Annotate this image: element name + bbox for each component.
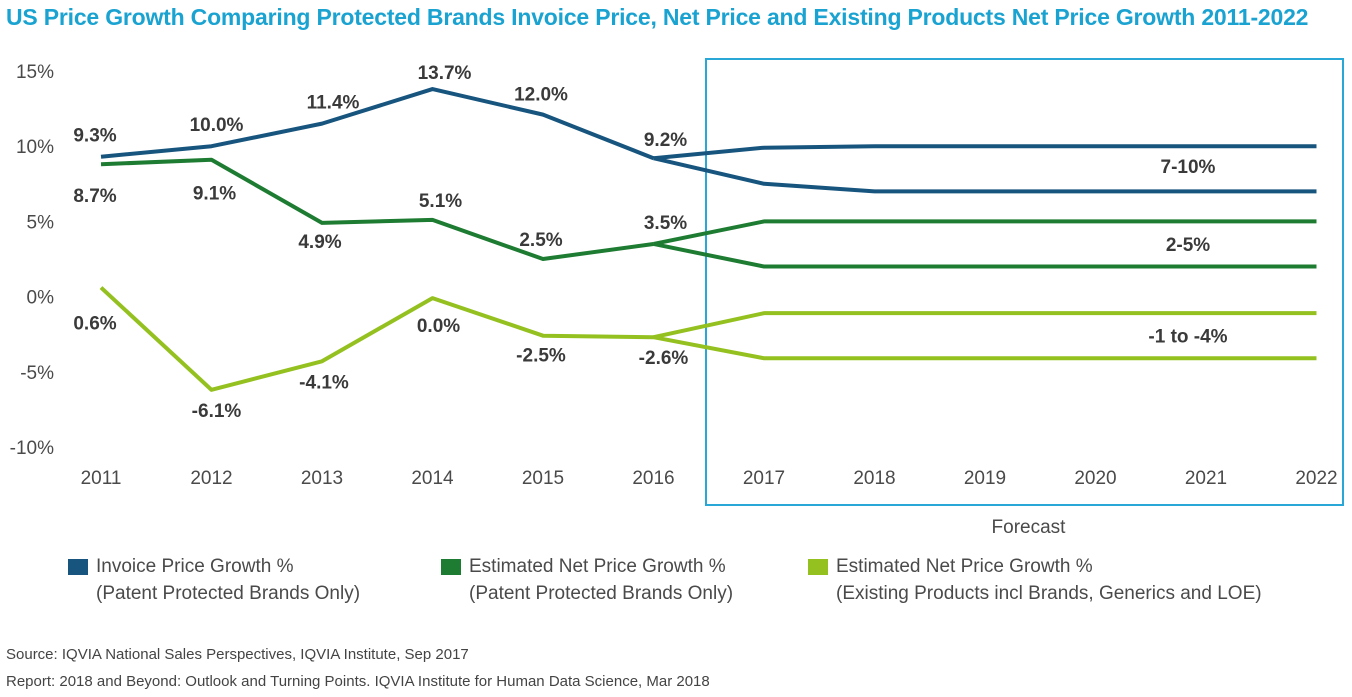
series-line-existing [99,286,654,392]
data-label: -2.6% [639,348,689,369]
chart-title: US Price Growth Comparing Protected Bran… [6,4,1309,30]
legend-label-net: Estimated Net Price Growth % [469,556,726,577]
data-label: 9.1% [193,184,236,205]
legend-label-existing: Estimated Net Price Growth % [836,556,1093,577]
legend-swatch-invoice [68,559,88,575]
legend-sub-existing: (Existing Products incl Brands, Generics… [836,583,1262,604]
y-tick-label: 15% [16,62,54,83]
x-tick-label: 2019 [964,468,1006,489]
forecast-box [705,58,1344,506]
data-label: 12.0% [514,85,568,106]
data-label: 13.7% [418,63,472,84]
data-label: 0.0% [417,316,460,337]
data-label: 9.3% [73,126,116,147]
range-label-net: 2-5% [1166,235,1210,256]
data-label: 8.7% [73,186,116,207]
legend-swatch-net [441,559,461,575]
x-tick-label: 2013 [301,468,343,489]
data-label: -6.1% [192,401,242,422]
data-label: 10.0% [190,115,244,136]
data-labels: 9.3% 10.0% 11.4% 13.7% 12.0% 9.2% 7-10% 8.7% 9.1… [73,63,1227,422]
legend-sub-invoice: (Patent Protected Brands Only) [96,583,361,604]
series-line-net [100,157,654,261]
data-label: 9.2% [644,130,687,151]
x-tick-label: 2012 [190,468,232,489]
line-chart: 15%10%5%0%-5%-10% 2011 2012 2013 2014 2015 20… [10,58,1344,538]
data-label: 4.9% [298,232,341,253]
forecast-upper-existing [653,311,1317,340]
data-label: 3.5% [644,213,687,234]
series-lines [99,87,1317,392]
legend-sub-net: (Patent Protected Brands Only) [469,583,734,604]
y-axis: 15% 10% 5% 0% -5% -10% [10,62,54,459]
x-axis: 2011 2012 2013 2014 2015 2016 2017 2018 2019 2020… [81,468,1338,489]
y-tick-label: -5% [20,363,54,384]
data-label: -4.1% [299,372,349,393]
x-tick-label: 2018 [853,468,895,489]
x-tick-label: 2021 [1185,468,1227,489]
forecast-label: Forecast [992,517,1067,538]
source-note: Source: IQVIA National Sales Perspective… [6,646,469,663]
report-note: Report: 2018 and Beyond: Outlook and Tur… [6,673,710,690]
forecast-upper-net [653,219,1317,246]
legend-swatch-existing [808,559,828,575]
range-label-invoice: 7-10% [1161,157,1216,178]
x-tick-label: 2020 [1074,468,1116,489]
y-tick-label: 10% [16,137,54,158]
data-label: 5.1% [419,191,462,212]
y-tick-label: -10% [10,438,54,459]
forecast-lower-net [653,242,1317,269]
data-label: -2.5% [516,346,566,367]
data-label: 2.5% [519,230,562,251]
data-label: 11.4% [307,93,360,114]
y-tick-label: 0% [27,288,55,309]
x-tick-label: 2022 [1295,468,1337,489]
x-tick-label: 2017 [743,468,785,489]
legend-label-invoice: Invoice Price Growth % [96,556,294,577]
forecast-upper-invoice [653,144,1317,161]
x-tick-label: 2011 [81,468,122,489]
y-tick-label: 5% [27,212,55,233]
forecast-lower-existing [653,335,1317,361]
x-tick-label: 2014 [411,468,454,489]
x-tick-label: 2015 [522,468,564,489]
x-tick-label: 2016 [632,468,674,489]
series-line-invoice [100,87,655,161]
data-label: 0.6% [73,314,116,335]
range-label-existing: -1 to -4% [1148,327,1227,348]
forecast-lower-invoice [653,156,1317,194]
